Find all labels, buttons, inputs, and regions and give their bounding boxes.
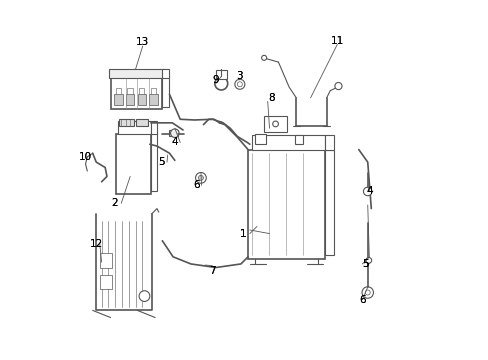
- Text: 13: 13: [136, 37, 149, 48]
- Circle shape: [170, 129, 179, 138]
- Bar: [127, 88, 132, 94]
- Circle shape: [365, 290, 369, 295]
- Text: 6: 6: [193, 180, 199, 190]
- Bar: [100, 253, 112, 267]
- Text: 4: 4: [366, 186, 372, 196]
- Bar: [100, 275, 112, 289]
- Circle shape: [139, 291, 149, 301]
- Text: 2: 2: [111, 198, 117, 208]
- Circle shape: [195, 172, 206, 183]
- Bar: [125, 94, 134, 105]
- Bar: [324, 135, 333, 150]
- Text: 5: 5: [158, 157, 164, 167]
- Bar: [247, 150, 324, 258]
- Text: 11: 11: [330, 36, 343, 46]
- Text: 5: 5: [362, 259, 368, 269]
- Bar: [114, 94, 122, 105]
- Text: 1: 1: [239, 229, 245, 239]
- Text: 3: 3: [235, 71, 242, 81]
- Bar: [110, 78, 162, 109]
- Text: 5: 5: [362, 259, 368, 269]
- Text: 9: 9: [212, 75, 219, 85]
- Text: 4: 4: [366, 186, 372, 196]
- Circle shape: [214, 77, 227, 90]
- Bar: [216, 69, 226, 78]
- Bar: [151, 131, 157, 192]
- Circle shape: [272, 121, 278, 127]
- Bar: [169, 130, 178, 136]
- Text: 7: 7: [208, 266, 215, 276]
- Text: 9: 9: [212, 75, 219, 85]
- Text: 6: 6: [358, 295, 365, 305]
- Bar: [115, 88, 121, 94]
- Bar: [116, 134, 151, 194]
- Text: 6: 6: [358, 295, 365, 305]
- Text: 5: 5: [158, 157, 164, 167]
- Bar: [139, 88, 144, 94]
- Bar: [251, 135, 324, 150]
- Text: 8: 8: [267, 93, 274, 103]
- Circle shape: [237, 82, 242, 87]
- Bar: [324, 150, 333, 255]
- Bar: [118, 121, 151, 134]
- Text: 4: 4: [171, 138, 178, 148]
- Circle shape: [365, 257, 371, 263]
- Text: 6: 6: [193, 180, 199, 190]
- Circle shape: [261, 55, 266, 60]
- Circle shape: [361, 287, 373, 298]
- Bar: [149, 94, 158, 105]
- Text: 13: 13: [136, 37, 149, 48]
- Text: 12: 12: [89, 239, 102, 249]
- Text: 11: 11: [330, 36, 343, 46]
- Bar: [162, 76, 169, 107]
- Bar: [108, 69, 164, 78]
- Bar: [151, 121, 157, 134]
- Bar: [255, 134, 265, 144]
- Bar: [151, 88, 156, 94]
- Circle shape: [234, 79, 244, 89]
- Circle shape: [198, 175, 203, 180]
- Text: 5: 5: [362, 259, 368, 269]
- Text: 8: 8: [267, 93, 274, 103]
- Text: 2: 2: [111, 198, 117, 208]
- Text: 3: 3: [235, 71, 242, 81]
- Circle shape: [334, 82, 341, 90]
- Bar: [162, 69, 169, 78]
- Bar: [119, 118, 134, 126]
- Bar: [135, 118, 148, 126]
- Text: 1: 1: [239, 229, 245, 239]
- Bar: [138, 94, 146, 105]
- Bar: [294, 135, 303, 144]
- Text: 7: 7: [208, 266, 215, 276]
- Bar: [264, 116, 287, 132]
- Text: 10: 10: [79, 152, 92, 162]
- Text: 12: 12: [89, 239, 102, 249]
- Text: 1: 1: [239, 229, 245, 239]
- Circle shape: [363, 187, 371, 196]
- Text: 4: 4: [171, 138, 178, 148]
- Text: 10: 10: [79, 152, 92, 162]
